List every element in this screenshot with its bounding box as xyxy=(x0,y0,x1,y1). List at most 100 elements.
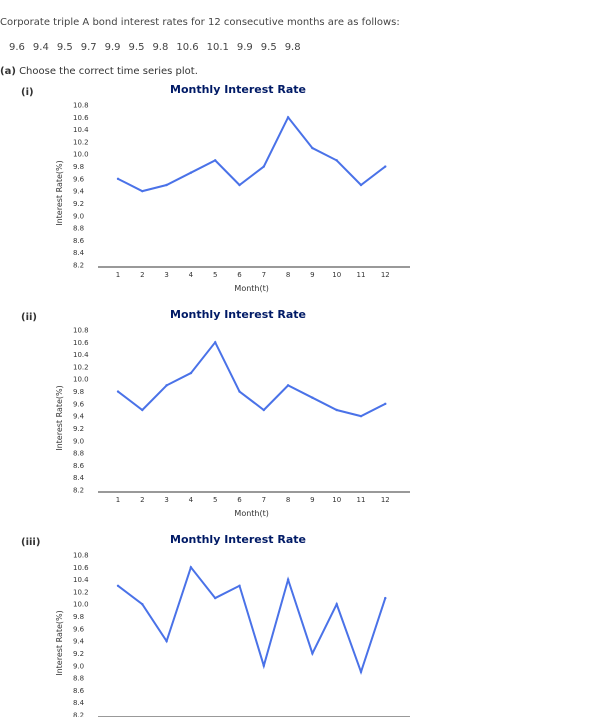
option-label-iii[interactable]: (iii) xyxy=(21,537,41,548)
y-tick-label: 10.4 xyxy=(73,351,89,359)
data-point xyxy=(141,603,144,606)
x-tick-label: 4 xyxy=(189,496,194,504)
x-tick-label: 1 xyxy=(116,271,120,279)
data-point xyxy=(286,384,290,387)
data-point xyxy=(238,183,241,187)
y-tick-label: 9.4 xyxy=(73,188,85,196)
option-label-i[interactable]: (i) xyxy=(21,87,34,98)
y-axis-label: Interest Rate(%) xyxy=(55,385,64,451)
data-point xyxy=(384,402,387,406)
series-line xyxy=(117,565,387,675)
y-tick-label: 9.0 xyxy=(73,437,84,445)
x-tick-label: 3 xyxy=(164,271,168,279)
data-point xyxy=(214,596,217,600)
x-axis-label: Month(t) xyxy=(234,284,268,293)
data-point xyxy=(335,408,338,412)
y-tick-label: 8.2 xyxy=(73,712,84,717)
y-tick-label: 9.6 xyxy=(73,625,85,633)
data-point xyxy=(311,396,314,399)
y-tick-label: 10.0 xyxy=(73,376,89,384)
rate-value: 9.5 xyxy=(56,42,73,53)
data-point xyxy=(359,414,363,418)
x-tick-label: 6 xyxy=(237,496,242,504)
x-tick-label: 11 xyxy=(357,271,366,279)
data-point xyxy=(116,584,120,587)
y-tick-label: 10.8 xyxy=(73,102,89,110)
rate-value: 9.4 xyxy=(32,42,49,53)
y-tick-label: 9.6 xyxy=(73,400,85,408)
x-tick-label: 6 xyxy=(237,271,242,279)
x-tick-label: 12 xyxy=(381,496,390,504)
data-point xyxy=(335,603,338,606)
y-tick-label: 8.4 xyxy=(73,474,85,482)
data-point xyxy=(359,670,363,674)
data-point xyxy=(165,183,168,187)
x-tick-label: 9 xyxy=(310,271,314,279)
y-tick-label: 9.0 xyxy=(73,662,84,670)
x-tick-label: 3 xyxy=(164,496,168,504)
data-point xyxy=(384,165,387,168)
y-tick-label: 8.2 xyxy=(73,262,84,270)
y-tick-label: 9.8 xyxy=(73,388,84,396)
x-tick-label: 5 xyxy=(213,496,217,504)
y-tick-label: 9.6 xyxy=(73,175,85,183)
question-part: (a) xyxy=(0,66,16,77)
y-tick-label: 10.6 xyxy=(73,564,89,572)
chart-ii[interactable]: Interest Rate(%) 10.8 10.6 10.4 10.2 10.0 9.8 9… xyxy=(40,325,410,525)
rate-value: 9.9 xyxy=(104,42,121,53)
question: (a) Choose the correct time series plot. xyxy=(0,66,198,77)
y-tick-label: 9.2 xyxy=(73,200,84,208)
data-point xyxy=(214,159,217,162)
x-tick-label: 7 xyxy=(262,271,266,279)
y-tick-label: 8.8 xyxy=(73,450,84,458)
x-tick-label: 12 xyxy=(381,271,390,279)
x-tick-label: 11 xyxy=(357,496,366,504)
chart-title-i: Monthly Interest Rate xyxy=(170,83,306,96)
y-tick-label: 8.8 xyxy=(73,225,84,233)
rate-value: 10.1 xyxy=(206,42,229,53)
data-point xyxy=(262,408,265,412)
x-tick-label: 10 xyxy=(332,496,341,504)
option-label-ii[interactable]: (ii) xyxy=(21,312,37,323)
rate-value: 9.8 xyxy=(152,42,169,53)
rate-value: 10.6 xyxy=(176,42,199,53)
y-axis-label: Interest Rate(%) xyxy=(55,610,64,676)
rate-value: 9.5 xyxy=(260,42,277,53)
y-tick-label: 8.2 xyxy=(73,487,84,495)
y-tick-label: 10.2 xyxy=(73,363,89,371)
rate-value: 9.9 xyxy=(236,42,253,53)
y-tick-label: 10.8 xyxy=(73,552,89,560)
data-point xyxy=(286,116,290,119)
series-line xyxy=(117,115,386,193)
y-tick-label: 8.8 xyxy=(73,675,84,683)
rate-value: 9.7 xyxy=(80,42,97,53)
data-point xyxy=(262,664,265,667)
chart-iii[interactable]: Interest Rate(%) 10.8 10.6 10.4 10.2 10.0 9.8 9… xyxy=(40,550,410,717)
intro-text: Corporate triple A bond interest rates f… xyxy=(0,17,400,28)
data-point xyxy=(238,584,241,587)
x-tick-label: 2 xyxy=(140,496,144,504)
rate-value: 9.5 xyxy=(128,42,145,53)
data-point xyxy=(311,146,314,150)
y-tick-label: 9.4 xyxy=(73,638,85,646)
data-point xyxy=(238,390,241,393)
chart-title-iii: Monthly Interest Rate xyxy=(170,533,306,546)
data-point xyxy=(165,639,168,643)
y-tick-label: 10.2 xyxy=(73,138,89,146)
data-point xyxy=(189,171,193,174)
question-text: Choose the correct time series plot. xyxy=(19,66,198,77)
data-point xyxy=(286,578,290,581)
y-axis-label: Interest Rate(%) xyxy=(55,160,64,226)
y-tick-label: 10.4 xyxy=(73,576,89,584)
x-tick-label: 1 xyxy=(116,496,120,504)
y-tick-label: 8.4 xyxy=(73,699,85,707)
y-tick-label: 9.2 xyxy=(73,425,84,433)
y-tick-label: 9.8 xyxy=(73,613,84,621)
x-tick-label: 8 xyxy=(286,271,290,279)
chart-i[interactable]: Interest Rate(%) 10.8 10.6 10.4 10.2 10.0 9.8 9… xyxy=(40,100,410,300)
y-tick-label: 10.4 xyxy=(73,126,89,134)
data-point xyxy=(262,165,265,168)
y-tick-label: 10.0 xyxy=(73,601,89,609)
series-line xyxy=(117,340,386,418)
x-tick-label: 4 xyxy=(189,271,194,279)
